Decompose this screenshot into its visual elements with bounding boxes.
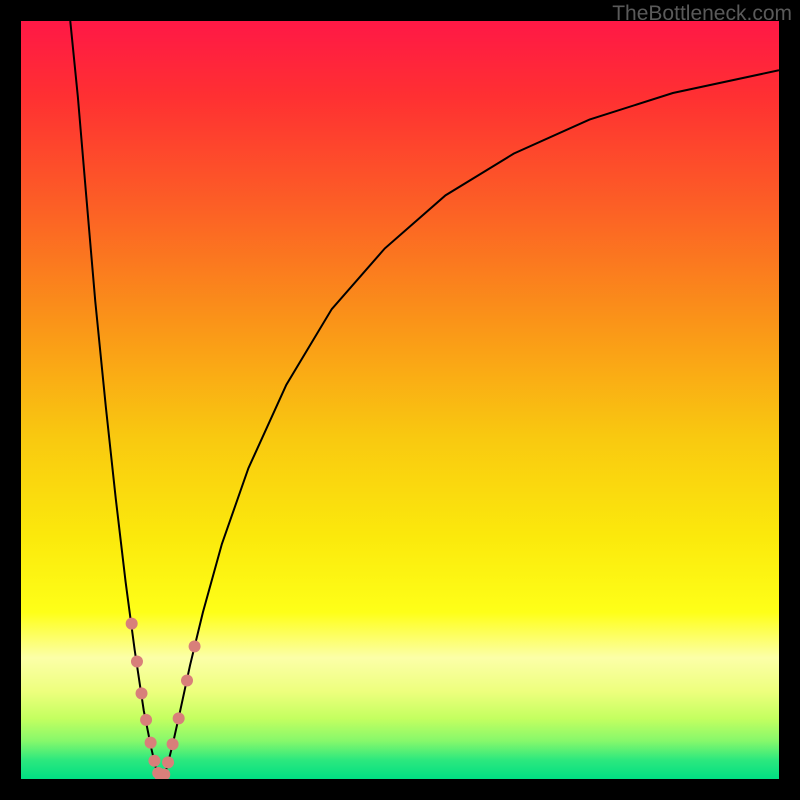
bottleneck-chart (21, 21, 779, 779)
data-marker (181, 674, 193, 686)
data-marker (136, 687, 148, 699)
plot-area (21, 21, 779, 779)
data-marker (131, 656, 143, 668)
watermark-text: TheBottleneck.com (612, 2, 792, 26)
data-marker (126, 618, 138, 630)
data-marker (173, 712, 185, 724)
data-marker (162, 756, 174, 768)
data-marker (148, 755, 160, 767)
outer-frame: TheBottleneck.com (0, 0, 800, 800)
data-marker (167, 738, 179, 750)
data-marker (145, 737, 157, 749)
data-marker (189, 640, 201, 652)
data-marker (140, 714, 152, 726)
